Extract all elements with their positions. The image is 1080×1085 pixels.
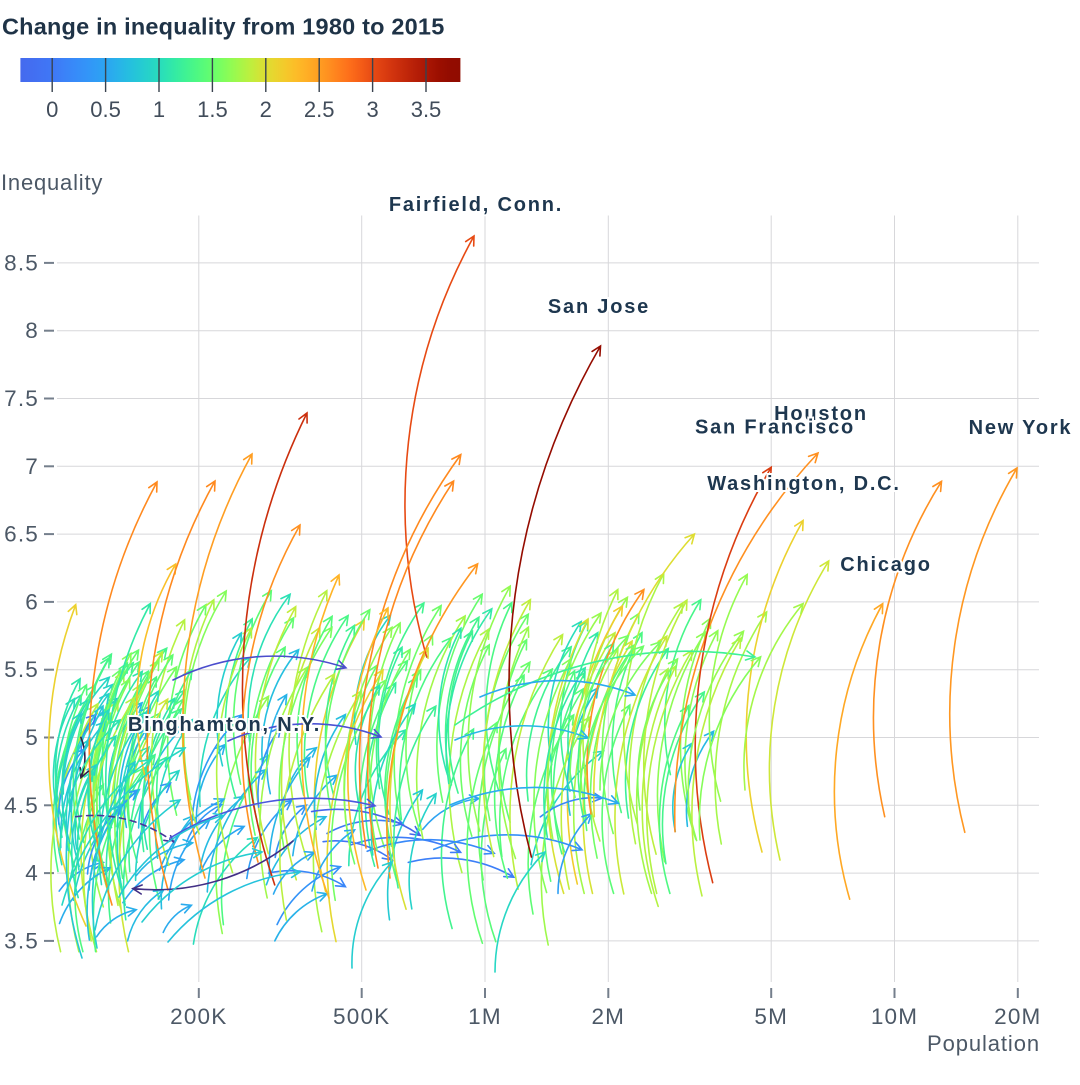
svg-text:4: 4 <box>25 861 39 886</box>
svg-text:San Jose: San Jose <box>548 296 650 318</box>
svg-text:200K: 200K <box>170 1004 227 1029</box>
svg-text:Chicago: Chicago <box>840 554 932 576</box>
svg-text:6: 6 <box>25 589 39 614</box>
svg-text:San Francisco: San Francisco <box>695 417 855 439</box>
svg-text:New York: New York <box>969 417 1073 439</box>
svg-text:8: 8 <box>25 318 39 343</box>
svg-text:Inequality: Inequality <box>1 170 103 195</box>
svg-text:0.5: 0.5 <box>90 97 121 122</box>
svg-text:4.5: 4.5 <box>4 793 39 818</box>
svg-text:5.5: 5.5 <box>4 657 39 682</box>
svg-text:10M: 10M <box>871 1004 918 1029</box>
svg-text:3.5: 3.5 <box>411 97 442 122</box>
svg-text:Change in inequality from 1980: Change in inequality from 1980 to 2015 <box>2 14 444 40</box>
svg-text:6.5: 6.5 <box>4 522 39 547</box>
svg-text:3: 3 <box>366 97 378 122</box>
svg-text:Washington, D.C.: Washington, D.C. <box>707 473 901 495</box>
svg-text:Fairfield, Conn.: Fairfield, Conn. <box>389 194 563 216</box>
svg-text:3.5: 3.5 <box>4 928 39 953</box>
svg-text:500K: 500K <box>333 1004 390 1029</box>
svg-text:2.5: 2.5 <box>304 97 335 122</box>
svg-text:0: 0 <box>46 97 58 122</box>
svg-text:5: 5 <box>25 725 39 750</box>
svg-text:5M: 5M <box>754 1004 788 1029</box>
svg-text:1M: 1M <box>468 1004 502 1029</box>
svg-text:7: 7 <box>25 454 39 479</box>
svg-text:20M: 20M <box>994 1004 1041 1029</box>
svg-text:2M: 2M <box>591 1004 625 1029</box>
svg-text:Population: Population <box>927 1031 1040 1056</box>
svg-text:2: 2 <box>260 97 272 122</box>
svg-text:8.5: 8.5 <box>4 250 39 275</box>
svg-text:1: 1 <box>153 97 165 122</box>
svg-text:Houston: Houston <box>774 403 868 425</box>
svg-text:Binghamton, N.Y.: Binghamton, N.Y. <box>128 714 321 736</box>
svg-text:7.5: 7.5 <box>4 386 39 411</box>
svg-text:1.5: 1.5 <box>197 97 228 122</box>
